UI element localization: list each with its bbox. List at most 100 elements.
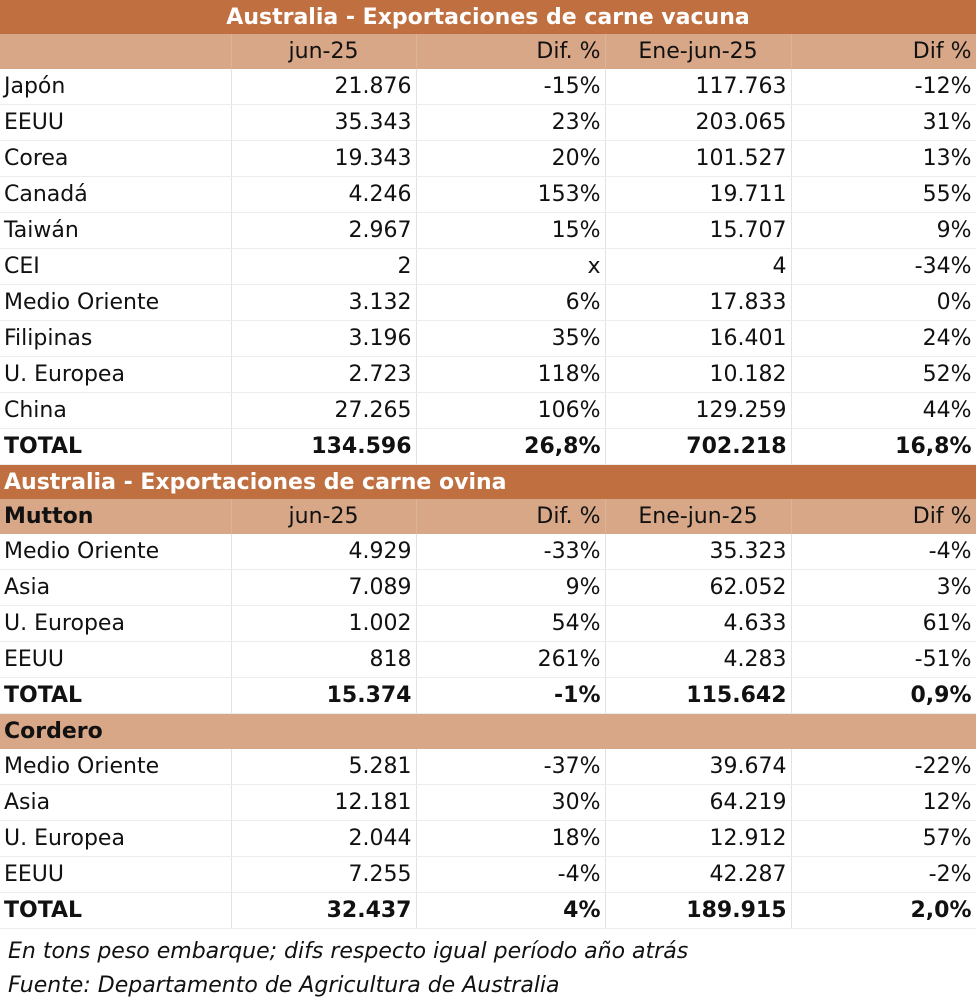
- value-cell: 4.929: [231, 534, 417, 570]
- mutton-header-row: Mutton jun-25 Dif. % Ene-jun-25 Dif %: [0, 499, 976, 534]
- mutton-label: Mutton: [0, 499, 232, 534]
- country-cell: Japón: [0, 69, 232, 105]
- table-row: U. Europea 2.723 118% 10.182 52%: [0, 356, 976, 393]
- region-cell: U. Europea: [0, 605, 232, 642]
- header-cell-ytd: Ene-jun-25: [605, 34, 792, 69]
- table-row: Asia 12.181 30% 64.219 12%: [0, 784, 976, 821]
- region-cell: Asia: [0, 569, 232, 606]
- ytd-cell: 4.283: [605, 641, 792, 678]
- ytd-cell: 39.674: [605, 749, 792, 785]
- sheep-title-row: Australia - Exportaciones de carne ovina: [0, 464, 976, 499]
- diff-cell: 54%: [416, 605, 606, 642]
- header-cell-diff: Dif. %: [416, 34, 606, 69]
- diff-cell: 18%: [416, 820, 606, 857]
- value-cell: 19.343: [231, 140, 417, 177]
- ytd-diff-cell: 9%: [791, 212, 976, 249]
- region-cell: EEUU: [0, 856, 232, 893]
- total-value: 134.596: [231, 428, 417, 465]
- ytd-diff-cell: 57%: [791, 820, 976, 857]
- total-label: TOTAL: [0, 677, 232, 714]
- ytd-cell: 12.912: [605, 820, 792, 857]
- total-ytd: 115.642: [605, 677, 792, 714]
- table-row: U. Europea 2.044 18% 12.912 57%: [0, 820, 976, 857]
- beef-header-row: jun-25 Dif. % Ene-jun-25 Dif %: [0, 34, 976, 69]
- value-cell: 2: [231, 248, 417, 285]
- lamb-total-row: TOTAL 32.437 4% 189.915 2,0%: [0, 892, 976, 929]
- diff-cell: x: [416, 248, 606, 285]
- ytd-diff-cell: 24%: [791, 320, 976, 357]
- header-cell-blank: [0, 34, 232, 69]
- diff-cell: -33%: [416, 534, 606, 570]
- country-cell: China: [0, 392, 232, 429]
- total-ytd: 702.218: [605, 428, 792, 465]
- value-cell: 21.876: [231, 69, 417, 105]
- ytd-cell: 10.182: [605, 356, 792, 393]
- header-cell-ytd-diff: Dif %: [791, 499, 976, 534]
- region-cell: EEUU: [0, 641, 232, 678]
- units-note: En tons peso embarque; difs respecto igu…: [8, 939, 689, 964]
- country-cell: EEUU: [0, 104, 232, 141]
- ytd-diff-cell: 52%: [791, 356, 976, 393]
- value-cell: 3.196: [231, 320, 417, 357]
- footnotes: En tons peso embarque; difs respecto igu…: [0, 929, 976, 1003]
- region-cell: Asia: [0, 784, 232, 821]
- table-row: Corea 19.343 20% 101.527 13%: [0, 140, 976, 177]
- ytd-cell: 15.707: [605, 212, 792, 249]
- diff-cell: 20%: [416, 140, 606, 177]
- country-cell: Taiwán: [0, 212, 232, 249]
- ytd-cell: 35.323: [605, 534, 792, 570]
- diff-cell: 15%: [416, 212, 606, 249]
- table-row: Taiwán 2.967 15% 15.707 9%: [0, 212, 976, 249]
- source-note: Fuente: Departamento de Agricultura de A…: [8, 973, 560, 998]
- diff-cell: 30%: [416, 784, 606, 821]
- table-row: China 27.265 106% 129.259 44%: [0, 392, 976, 429]
- total-label: TOTAL: [0, 428, 232, 465]
- ytd-diff-cell: -34%: [791, 248, 976, 285]
- table-row: EEUU 818 261% 4.283 -51%: [0, 641, 976, 678]
- ytd-diff-cell: 61%: [791, 605, 976, 642]
- table-row: Japón 21.876 -15% 117.763 -12%: [0, 69, 976, 105]
- table-row: CEI 2 x 4 -34%: [0, 248, 976, 285]
- header-cell-month: jun-25: [231, 34, 417, 69]
- table-row: EEUU 7.255 -4% 42.287 -2%: [0, 856, 976, 893]
- beef-title-row: Australia - Exportaciones de carne vacun…: [0, 0, 976, 34]
- total-value: 32.437: [231, 892, 417, 929]
- region-cell: Medio Oriente: [0, 534, 232, 570]
- ytd-diff-cell: -22%: [791, 749, 976, 785]
- ytd-diff-cell: -12%: [791, 69, 976, 105]
- country-cell: Corea: [0, 140, 232, 177]
- value-cell: 1.002: [231, 605, 417, 642]
- total-ytd-diff: 0,9%: [791, 677, 976, 714]
- header-cell-diff: Dif. %: [416, 499, 606, 534]
- table-row: Medio Oriente 3.132 6% 17.833 0%: [0, 284, 976, 321]
- table-row: Filipinas 3.196 35% 16.401 24%: [0, 320, 976, 357]
- total-ytd: 189.915: [605, 892, 792, 929]
- region-cell: U. Europea: [0, 820, 232, 857]
- diff-cell: 106%: [416, 392, 606, 429]
- beef-title: Australia - Exportaciones de carne vacun…: [0, 0, 976, 34]
- ytd-diff-cell: -2%: [791, 856, 976, 893]
- country-cell: Medio Oriente: [0, 284, 232, 321]
- diff-cell: 118%: [416, 356, 606, 393]
- table-row: Medio Oriente 5.281 -37% 39.674 -22%: [0, 749, 976, 785]
- diff-cell: 6%: [416, 284, 606, 321]
- exports-table: Australia - Exportaciones de carne vacun…: [0, 0, 976, 929]
- ytd-cell: 4: [605, 248, 792, 285]
- value-cell: 2.967: [231, 212, 417, 249]
- header-cell-ytd-diff: Dif %: [791, 34, 976, 69]
- value-cell: 27.265: [231, 392, 417, 429]
- ytd-cell: 64.219: [605, 784, 792, 821]
- sheep-title: Australia - Exportaciones de carne ovina: [0, 464, 976, 499]
- lamb-label: Cordero: [0, 713, 976, 749]
- value-cell: 35.343: [231, 104, 417, 141]
- value-cell: 7.089: [231, 569, 417, 606]
- ytd-cell: 4.633: [605, 605, 792, 642]
- value-cell: 5.281: [231, 749, 417, 785]
- value-cell: 7.255: [231, 856, 417, 893]
- ytd-diff-cell: -51%: [791, 641, 976, 678]
- region-cell: Medio Oriente: [0, 749, 232, 785]
- diff-cell: -15%: [416, 69, 606, 105]
- mutton-total-row: TOTAL 15.374 -1% 115.642 0,9%: [0, 677, 976, 714]
- ytd-cell: 203.065: [605, 104, 792, 141]
